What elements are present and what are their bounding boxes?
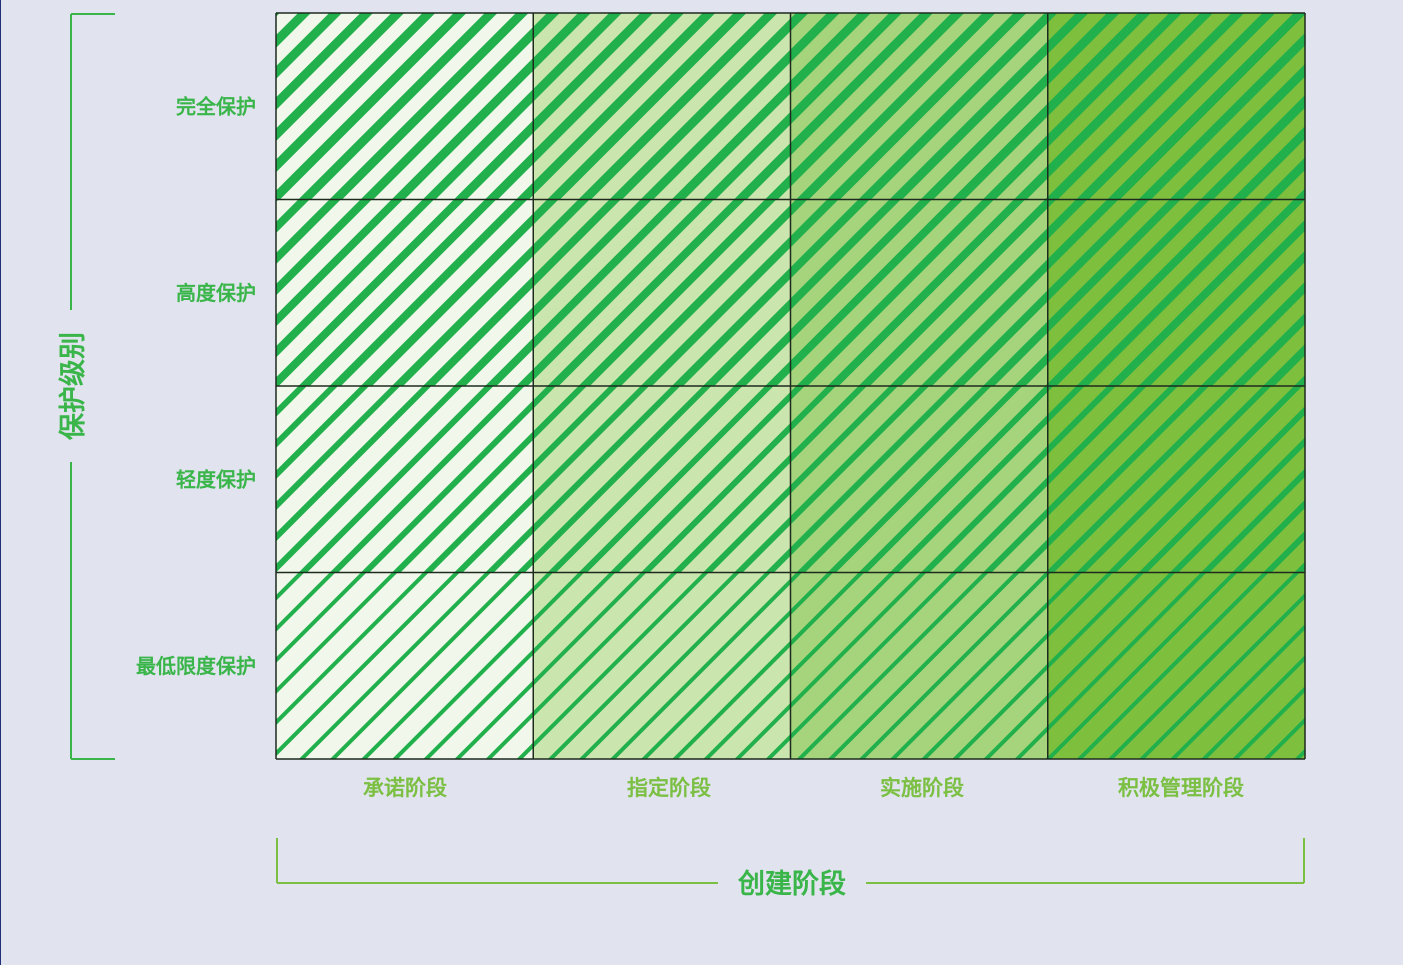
page-left-border (0, 0, 1, 965)
matrix-cell (790, 572, 1048, 759)
matrix-cell (533, 13, 791, 200)
matrix-cell (533, 386, 791, 573)
matrix-cell (790, 199, 1048, 386)
matrix-cell (1047, 13, 1305, 200)
row-label: 完全保护 (176, 94, 256, 118)
matrix-cell (1047, 386, 1305, 573)
matrix-cell (276, 386, 534, 573)
row-label: 轻度保护 (176, 467, 256, 491)
y-axis-bracket (70, 13, 115, 760)
row-label: 最低限度保护 (136, 654, 256, 678)
matrix-cell (533, 199, 791, 386)
matrix-cell (276, 572, 534, 759)
column-label: 承诺阶段 (363, 776, 447, 800)
matrix-cell (276, 199, 534, 386)
matrix-cell (790, 13, 1048, 200)
column-label: 积极管理阶段 (1118, 776, 1244, 800)
matrix-cell (533, 572, 791, 759)
column-label: 实施阶段 (880, 776, 964, 800)
matrix-cell (790, 386, 1048, 573)
matrix-cell (276, 13, 534, 200)
x-axis-bracket (276, 838, 1305, 884)
x-axis-title: 创建阶段 (737, 869, 846, 900)
matrix-cell (1047, 199, 1305, 386)
y-axis-title: 保护级别 (57, 332, 89, 441)
column-label: 指定阶段 (627, 776, 711, 800)
matrix-cell (1047, 572, 1305, 759)
row-label: 高度保护 (176, 281, 256, 305)
